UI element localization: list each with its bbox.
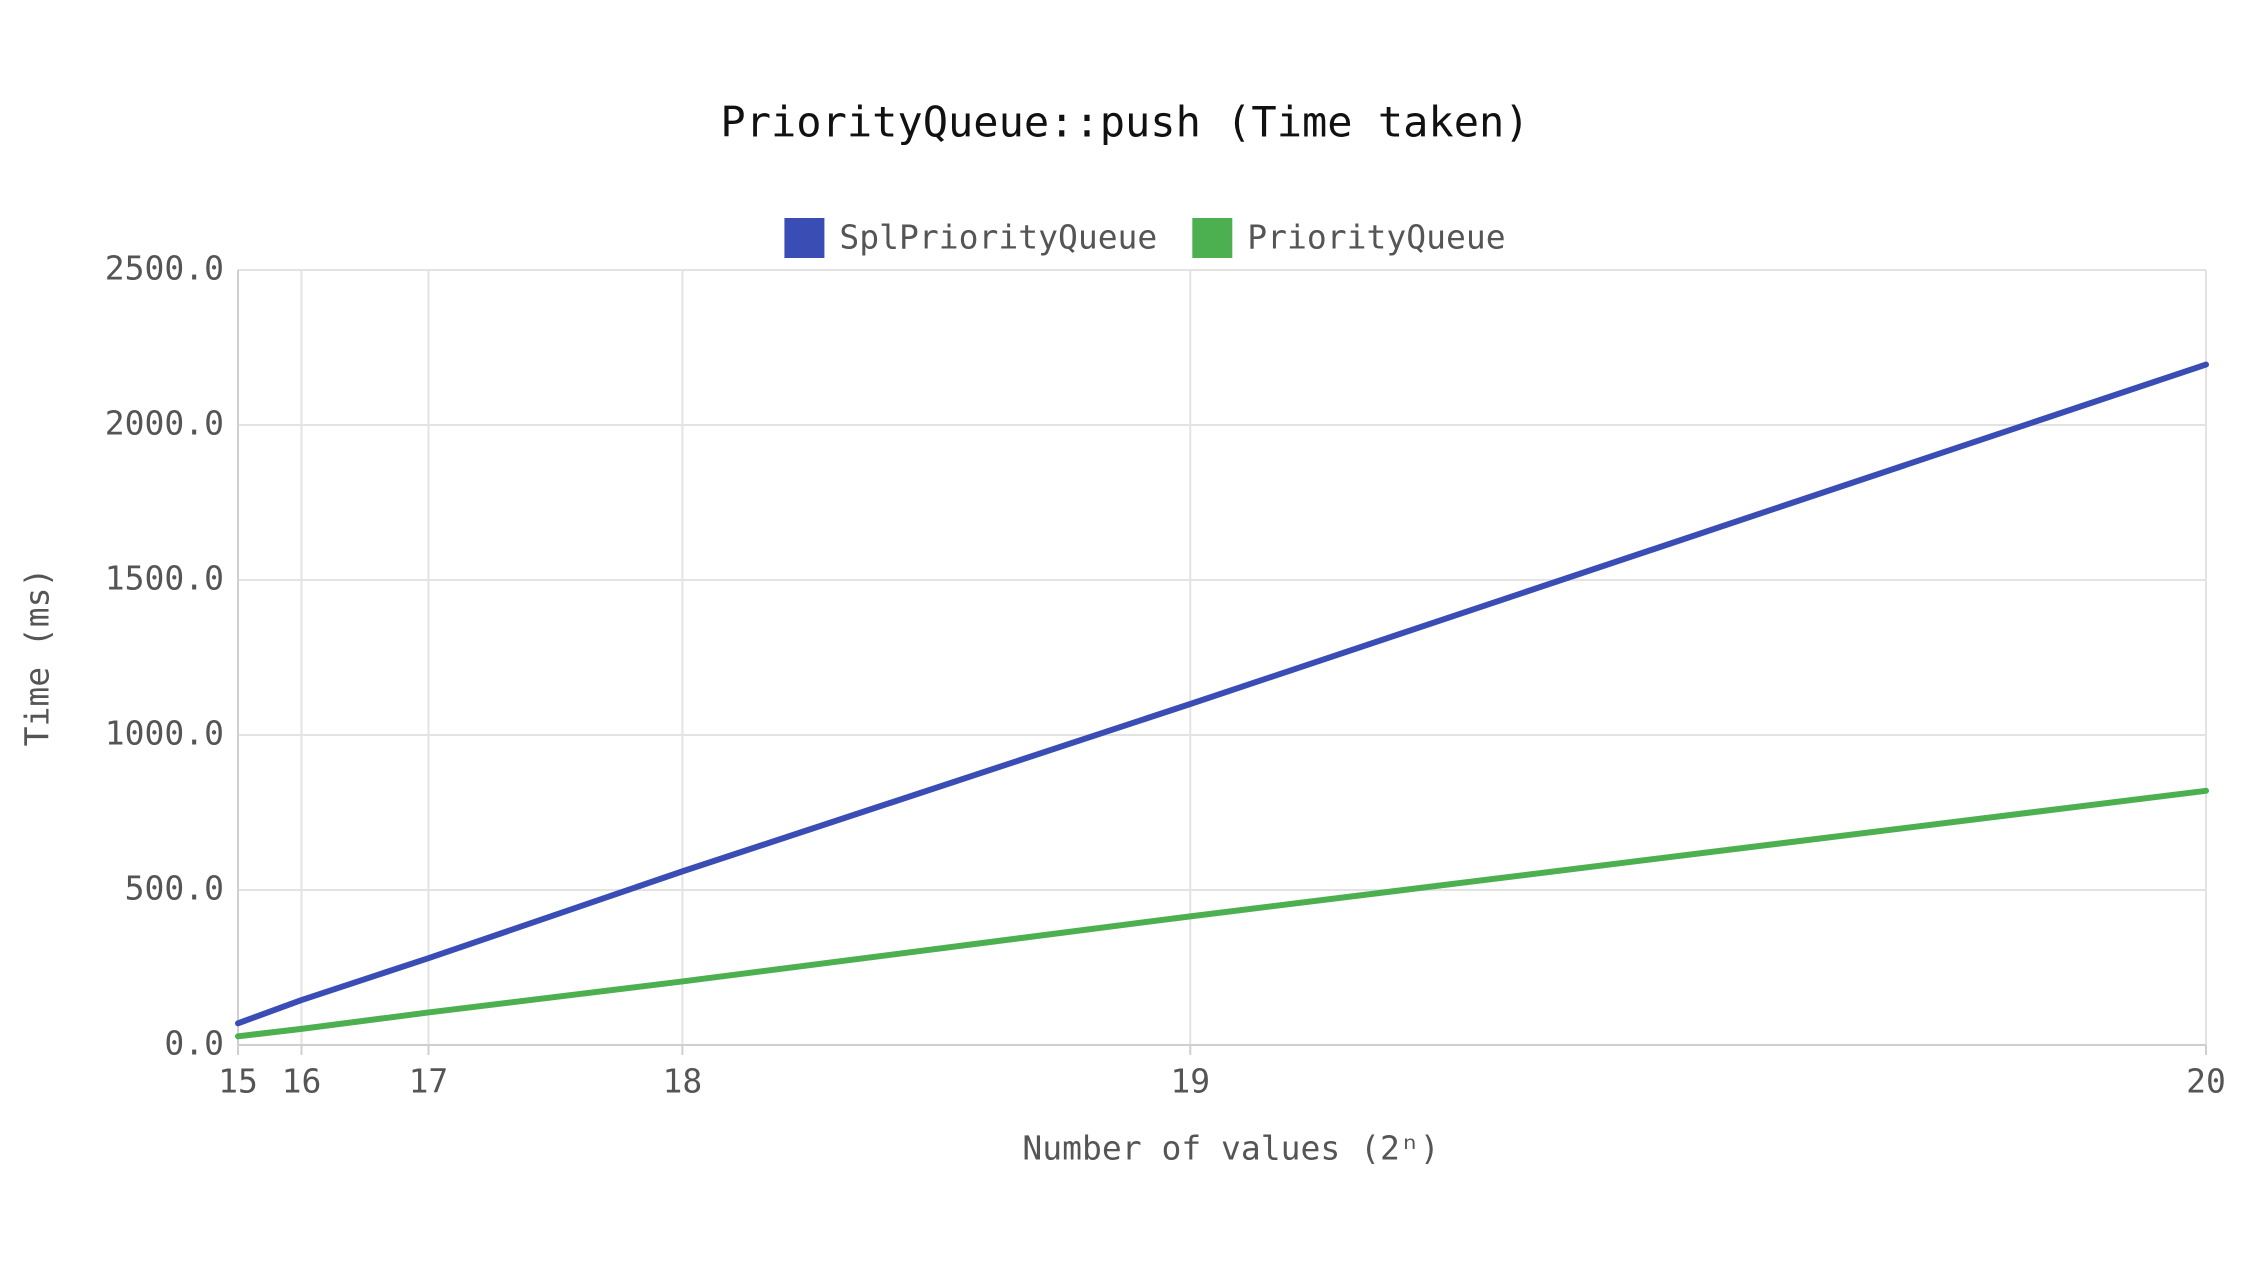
legend-label: PriorityQueue xyxy=(1247,218,1505,257)
x-tick-label: 20 xyxy=(2186,1062,2226,1101)
x-tick-label: 19 xyxy=(1170,1062,1210,1101)
x-tick-label: 16 xyxy=(282,1062,322,1101)
y-tick-label: 500.0 xyxy=(125,869,224,908)
legend-label: SplPriorityQueue xyxy=(839,218,1157,257)
legend: SplPriorityQueue PriorityQueue xyxy=(784,218,1506,258)
y-tick-label: 2000.0 xyxy=(105,404,224,443)
legend-swatch xyxy=(1192,218,1233,258)
legend-swatch xyxy=(784,218,825,258)
y-axis-title: Time (ms) xyxy=(18,568,57,747)
chart-title: PriorityQueue::push (Time taken) xyxy=(720,98,1529,147)
x-tick-label: 17 xyxy=(409,1062,449,1101)
y-tick-label: 1500.0 xyxy=(105,559,224,598)
y-tick-label: 1000.0 xyxy=(105,714,224,753)
y-tick-label: 2500.0 xyxy=(105,249,224,288)
x-tick-label: 18 xyxy=(663,1062,703,1101)
x-tick-label: 15 xyxy=(218,1062,258,1101)
y-tick-label: 0.0 xyxy=(164,1024,224,1063)
x-axis-title: Number of values (2ⁿ) xyxy=(1022,1129,1439,1168)
line xyxy=(235,361,2209,1027)
line xyxy=(235,787,2209,1040)
